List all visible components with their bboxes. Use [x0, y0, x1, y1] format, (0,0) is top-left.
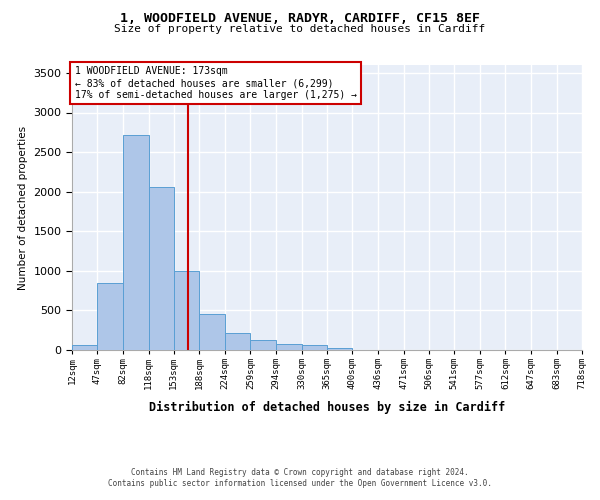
Bar — [97, 282, 122, 350]
Text: 1 WOODFIELD AVENUE: 173sqm
← 83% of detached houses are smaller (6,299)
17% of s: 1 WOODFIELD AVENUE: 173sqm ← 83% of deta… — [74, 66, 356, 100]
Text: Size of property relative to detached houses in Cardiff: Size of property relative to detached ho… — [115, 24, 485, 34]
Bar — [250, 340, 276, 350]
Bar — [199, 314, 225, 350]
Text: Distribution of detached houses by size in Cardiff: Distribution of detached houses by size … — [149, 401, 505, 414]
Text: 1, WOODFIELD AVENUE, RADYR, CARDIFF, CF15 8EF: 1, WOODFIELD AVENUE, RADYR, CARDIFF, CF1… — [120, 12, 480, 26]
Text: Contains public sector information licensed under the Open Government Licence v3: Contains public sector information licen… — [108, 480, 492, 488]
Text: Contains HM Land Registry data © Crown copyright and database right 2024.: Contains HM Land Registry data © Crown c… — [131, 468, 469, 477]
Bar — [225, 334, 250, 350]
Bar — [122, 134, 149, 350]
Y-axis label: Number of detached properties: Number of detached properties — [18, 126, 28, 290]
Bar — [327, 348, 352, 350]
Bar — [302, 346, 327, 350]
Bar — [72, 346, 97, 350]
Bar — [149, 187, 174, 350]
Bar — [174, 271, 199, 350]
Bar — [276, 344, 302, 350]
